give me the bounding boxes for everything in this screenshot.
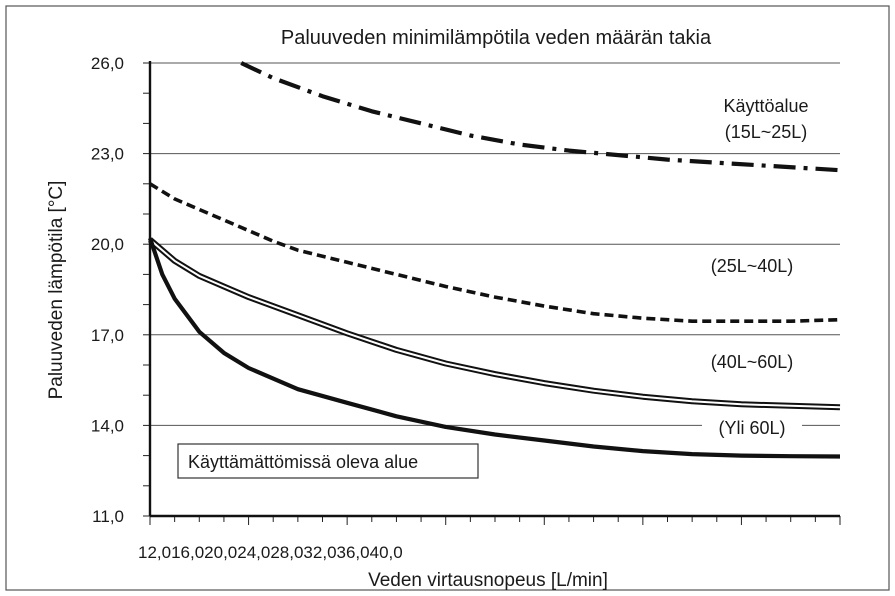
series-2: [148, 237, 841, 411]
y-tick-label-0: 11,0: [92, 507, 124, 526]
annotation-box: [177, 443, 479, 479]
series-label-0-1: (15L~25L): [725, 122, 808, 142]
y-tick-label-1: 14,0: [91, 416, 124, 435]
series-label-bg-2-0: [702, 349, 802, 374]
x-tick-labels: 12,016,020,024,028,032,036,040,0: [138, 543, 403, 562]
series-label-0-0: Käyttöalue: [723, 96, 808, 116]
y-tick-label-3: 20,0: [91, 235, 124, 254]
series-0: [240, 61, 841, 173]
y-axis-label: Paluuveden lämpötila [°C]: [46, 181, 67, 400]
series-label-bg-0-0: [711, 93, 821, 118]
series-line-0: [240, 61, 841, 173]
y-tick-label-2: 17,0: [91, 326, 124, 345]
series-label-bg-3-0: [702, 415, 802, 440]
series-lines: [148, 61, 841, 459]
series-label-2-0: (40L~60L): [711, 352, 794, 372]
series-label-bg-1-0: [702, 253, 802, 278]
chart-title: Paluuveden minimilämpötila veden määrän …: [281, 27, 712, 49]
series-1: [149, 182, 841, 324]
series-line-3: [148, 237, 841, 459]
series-line-2-inner: [149, 238, 841, 409]
series-line-1: [149, 182, 841, 324]
series-labels: Käyttöalue (15L~25L) (25L~40L) (40L~60L) (Yl…: [702, 93, 821, 440]
x-axis-label: Veden virtausnopeus [L/min]: [368, 570, 608, 591]
series-3: [148, 237, 841, 459]
annotation-text: Käyttämättömissä oleva alue: [188, 452, 418, 472]
axes: [143, 61, 841, 525]
series-label-1-0: (25L~40L): [711, 256, 794, 276]
y-tick-label-4: 23,0: [91, 145, 124, 164]
series-label-bg-0-1: [716, 119, 816, 144]
y-tick-labels: 11,0 14,0 17,0 20,0 23,0 26,0: [91, 54, 124, 526]
y-tick-label-5: 26,0: [91, 54, 124, 73]
series-label-3-0: (Yli 60L): [718, 418, 785, 438]
